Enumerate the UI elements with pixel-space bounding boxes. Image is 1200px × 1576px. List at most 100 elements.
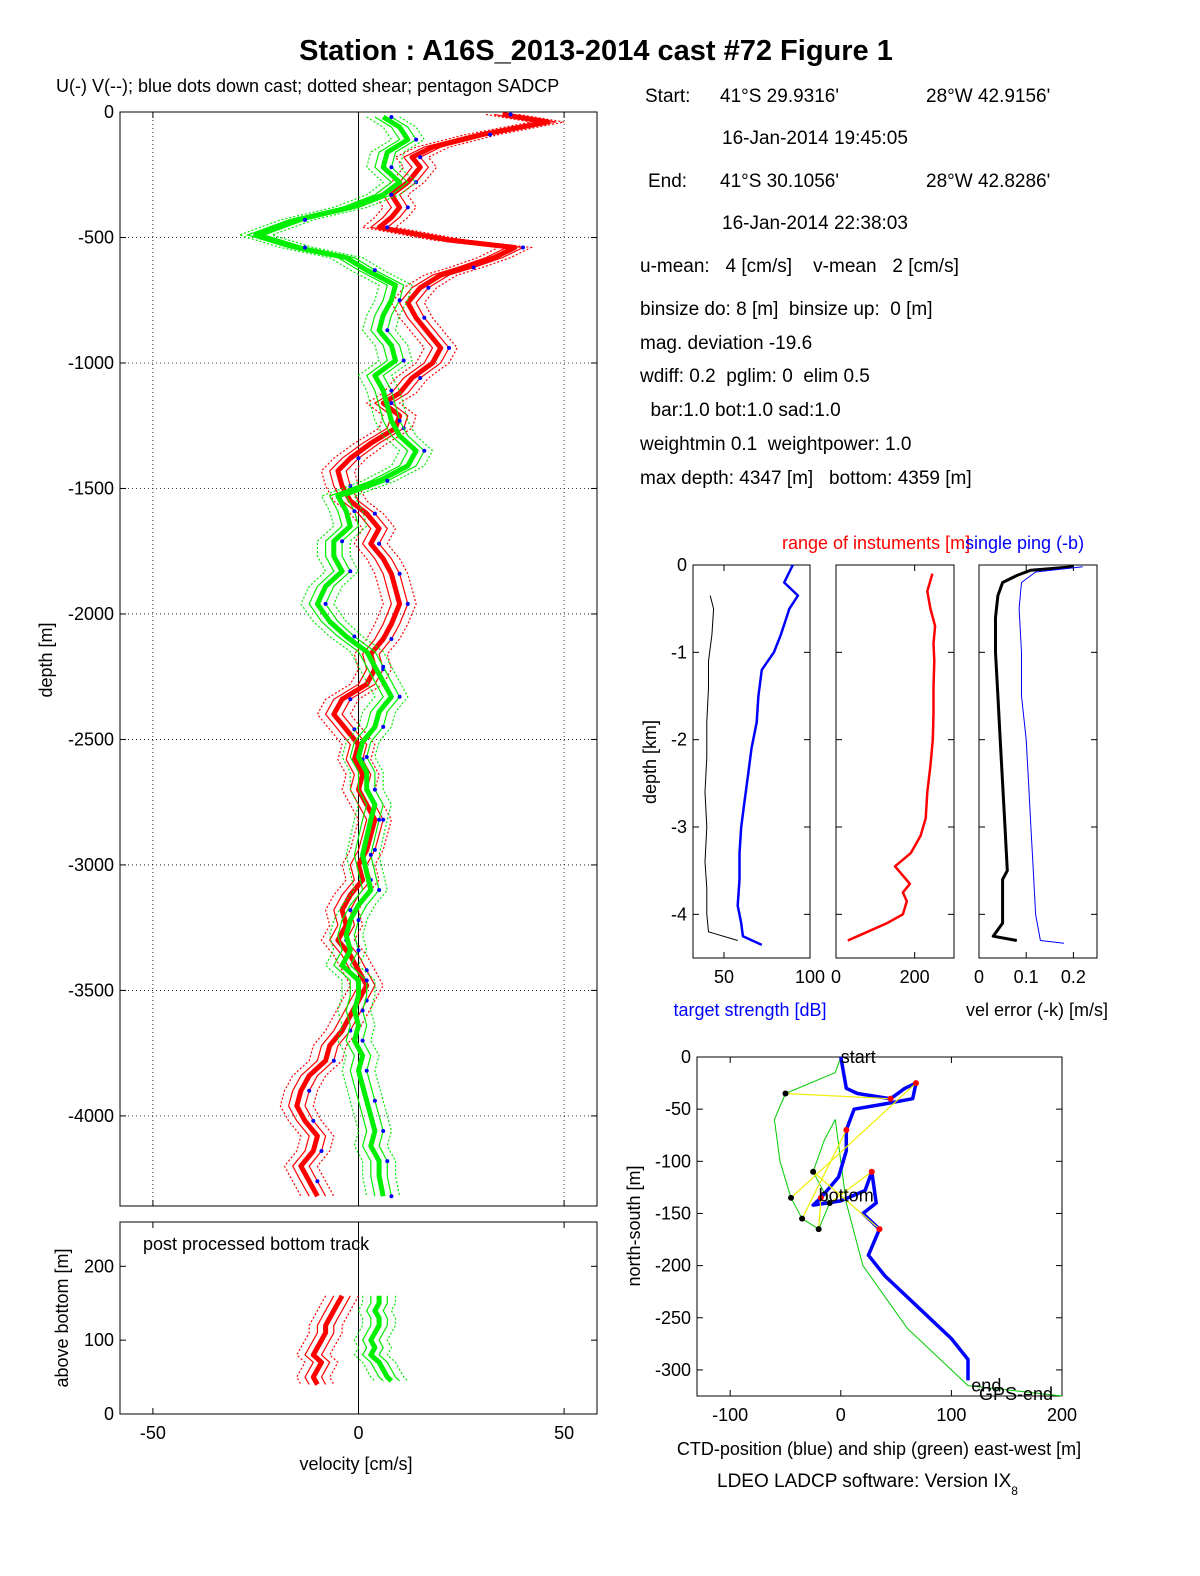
downcast-dot xyxy=(319,1149,324,1153)
x-tick-label: 0.2 xyxy=(1061,967,1086,987)
start-label: Start: xyxy=(645,86,691,107)
annotation-label: GPS-end xyxy=(979,1384,1053,1404)
x-tick-label: 0 xyxy=(836,1405,846,1425)
y-axis-label: above bottom [m] xyxy=(52,1248,72,1387)
u-envelope xyxy=(312,113,565,1197)
downcast-dot xyxy=(352,509,357,514)
y-tick-label: -300 xyxy=(655,1360,691,1380)
downcast-dot xyxy=(418,155,423,160)
x-tick-label: 0.1 xyxy=(1014,967,1039,987)
x-tick-label: 100 xyxy=(936,1405,966,1425)
v-envelope xyxy=(270,116,434,1197)
downcast-dot xyxy=(488,132,493,137)
y-tick-label: -250 xyxy=(655,1308,691,1328)
y-tick-label: -3500 xyxy=(68,980,114,1000)
y-tick-label: -150 xyxy=(655,1203,691,1223)
downcast-dot xyxy=(405,205,410,210)
x-tick-label: 50 xyxy=(714,967,734,987)
info-line: u-mean: 4 [cm/s] v-mean 2 [cm/s] xyxy=(640,256,959,277)
y-tick-label: -3 xyxy=(671,817,687,837)
u-envelope xyxy=(328,1295,360,1385)
downcast-dot xyxy=(323,601,328,606)
downcast-dot xyxy=(377,541,382,546)
v-envelope xyxy=(386,1295,409,1382)
y-axis-label: depth [km] xyxy=(640,720,660,804)
info-line: max depth: 4347 [m] bottom: 4359 [m] xyxy=(640,468,972,489)
instrument-range-panel: 0 200 xyxy=(831,564,955,987)
downcast-dot xyxy=(307,1088,312,1093)
u-envelope xyxy=(304,1295,335,1385)
end-label: End: xyxy=(648,171,688,192)
x-tick-label: 100 xyxy=(795,967,825,987)
link-line xyxy=(812,1171,880,1230)
v-envelope xyxy=(361,1295,384,1382)
y-tick-label: 0 xyxy=(677,555,687,575)
u-envelope xyxy=(304,113,557,1197)
ship-marker xyxy=(799,1215,806,1222)
downcast-dot xyxy=(471,265,476,270)
downcast-dot xyxy=(360,1008,365,1013)
downcast-dot xyxy=(364,1068,369,1073)
ctd-marker xyxy=(817,1194,824,1201)
annotation-label: bottom xyxy=(819,1186,874,1206)
v-series-line xyxy=(253,114,419,1197)
ship-marker xyxy=(810,1168,817,1175)
y-tick-label: -2000 xyxy=(68,604,114,624)
downcast-dot xyxy=(381,1129,386,1133)
software-version-text: LDEO LADCP software: Version IX xyxy=(717,1471,1012,1492)
subtitle-text: U(-) V(--); blue dots down cast; dotted … xyxy=(56,76,559,96)
downcast-dot xyxy=(372,787,377,792)
downcast-dot xyxy=(389,165,394,170)
y-tick-label: -50 xyxy=(665,1099,691,1119)
ship-series-line xyxy=(773,1056,1063,1397)
single-ping-title: single ping (-b) xyxy=(965,533,1084,553)
y-tick-label: 0 xyxy=(104,102,114,122)
u-envelope xyxy=(320,1295,351,1385)
downcast-dot xyxy=(372,511,377,516)
x-tick-label: 0 xyxy=(974,967,984,987)
annotation-label: start xyxy=(841,1047,876,1067)
info-line: mag. deviation -19.6 xyxy=(640,333,813,354)
downcast-dot xyxy=(385,478,390,483)
y-tick-label: -1500 xyxy=(68,478,114,498)
downcast-dot xyxy=(372,1098,377,1103)
downcast-dot xyxy=(397,694,402,699)
ctd-marker xyxy=(913,1080,919,1087)
downcast-dot xyxy=(356,918,361,923)
downcast-dot xyxy=(422,448,427,453)
downcast-dot xyxy=(385,328,390,333)
y-tick-label: -1000 xyxy=(68,353,114,373)
ts2-series-line xyxy=(736,564,800,947)
single_ping-series-line xyxy=(1018,566,1083,944)
info-line: binsize do: 8 [m] binsize up: 0 [m] xyxy=(640,299,933,320)
ctd-marker xyxy=(868,1168,875,1175)
ctd-marker xyxy=(887,1095,894,1102)
range-series-line xyxy=(847,573,937,942)
downcast-dot xyxy=(356,948,361,953)
link-line xyxy=(818,1197,822,1230)
downcast-dot xyxy=(372,847,377,852)
downcast-dot xyxy=(372,268,377,273)
v-envelope xyxy=(237,116,401,1197)
downcast-dot xyxy=(381,817,386,822)
downcast-dot xyxy=(414,137,419,142)
downcast-dot xyxy=(418,376,423,380)
range-title: range of instuments [m] xyxy=(782,533,970,553)
downcast-dot xyxy=(303,245,307,250)
downcast-dot xyxy=(340,539,345,544)
y-tick-label: -3000 xyxy=(68,855,114,875)
link-line xyxy=(790,1082,917,1199)
y-tick-label: -200 xyxy=(655,1256,691,1276)
x-axis-label: target strength [dB] xyxy=(673,1000,826,1020)
downcast-dot xyxy=(360,1038,365,1043)
downcast-dot xyxy=(356,456,361,461)
y-tick-label: -4000 xyxy=(68,1106,114,1126)
downcast-dot xyxy=(364,978,369,983)
v-envelope xyxy=(245,116,409,1197)
downcast-dot xyxy=(389,115,394,119)
ship-marker xyxy=(815,1226,822,1233)
link-line xyxy=(801,1129,847,1219)
y-tick-label: 0 xyxy=(104,1404,114,1424)
downcast-dot xyxy=(422,315,427,320)
